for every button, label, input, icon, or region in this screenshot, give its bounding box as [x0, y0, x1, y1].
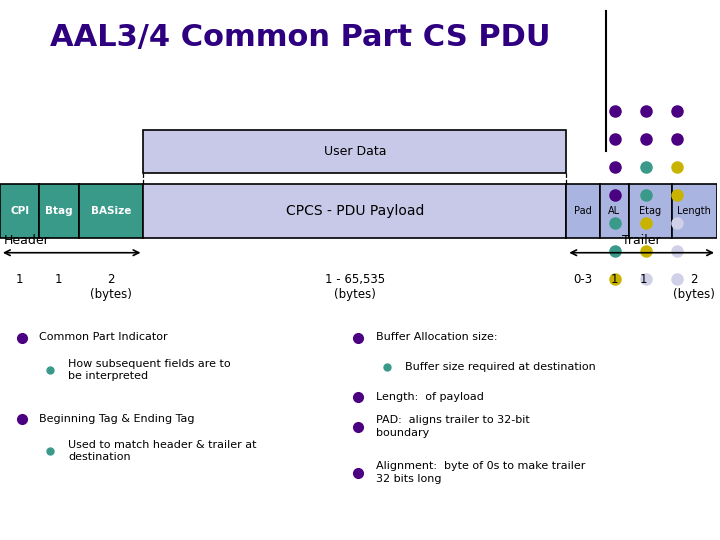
FancyBboxPatch shape: [567, 184, 600, 238]
Text: Alignment:  byte of 0s to make trailer
32 bits long: Alignment: byte of 0s to make trailer 32…: [377, 461, 586, 484]
Text: BASize: BASize: [91, 206, 131, 215]
Text: Etag: Etag: [639, 206, 661, 215]
FancyBboxPatch shape: [143, 184, 567, 238]
Text: 2
(bytes): 2 (bytes): [673, 273, 715, 301]
Text: Used to match header & trailer at
destination: Used to match header & trailer at destin…: [68, 440, 256, 462]
Text: User Data: User Data: [323, 145, 386, 158]
FancyBboxPatch shape: [143, 130, 567, 173]
Text: 2
(bytes): 2 (bytes): [90, 273, 132, 301]
FancyBboxPatch shape: [40, 184, 79, 238]
Text: 0-3: 0-3: [573, 273, 593, 286]
Text: Common Part Indicator: Common Part Indicator: [40, 333, 168, 342]
Text: Btag: Btag: [45, 206, 73, 215]
Text: Buffer Allocation size:: Buffer Allocation size:: [377, 333, 498, 342]
Text: CPI: CPI: [10, 206, 30, 215]
FancyBboxPatch shape: [79, 184, 143, 238]
Text: Beginning Tag & Ending Tag: Beginning Tag & Ending Tag: [40, 414, 195, 423]
Text: Buffer size required at destination: Buffer size required at destination: [405, 362, 596, 372]
Text: Pad: Pad: [575, 206, 592, 215]
Text: Trailer: Trailer: [622, 234, 661, 247]
FancyBboxPatch shape: [672, 184, 717, 238]
Text: 1: 1: [611, 273, 618, 286]
Text: CPCS - PDU Payload: CPCS - PDU Payload: [286, 204, 424, 218]
Text: Length: Length: [678, 206, 711, 215]
FancyBboxPatch shape: [629, 184, 672, 238]
Text: Header: Header: [4, 234, 50, 247]
Text: PAD:  aligns trailer to 32-bit
boundary: PAD: aligns trailer to 32-bit boundary: [377, 415, 530, 438]
Text: 1: 1: [55, 273, 63, 286]
FancyBboxPatch shape: [0, 184, 40, 238]
Text: AL: AL: [608, 206, 621, 215]
Text: 1: 1: [16, 273, 23, 286]
Text: Length:  of payload: Length: of payload: [377, 392, 485, 402]
Text: 1 - 65,535
(bytes): 1 - 65,535 (bytes): [325, 273, 385, 301]
FancyBboxPatch shape: [600, 184, 629, 238]
Text: AAL3/4 Common Part CS PDU: AAL3/4 Common Part CS PDU: [50, 23, 551, 52]
Text: 1: 1: [639, 273, 647, 286]
Text: How subsequent fields are to
be interpreted: How subsequent fields are to be interpre…: [68, 359, 230, 381]
